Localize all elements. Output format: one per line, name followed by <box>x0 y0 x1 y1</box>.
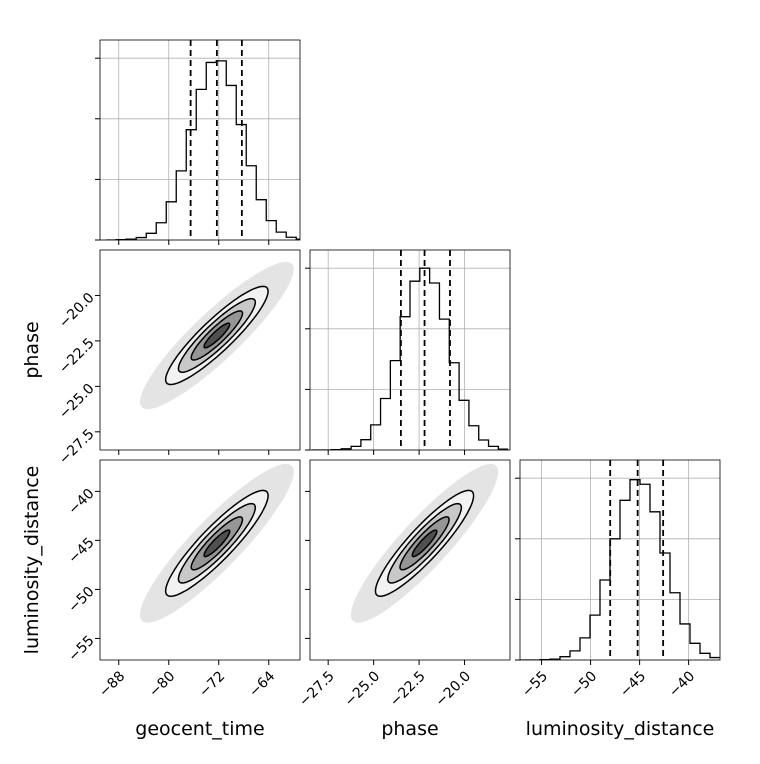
panel-frame <box>310 250 510 450</box>
hist-step <box>106 61 306 240</box>
y-tick-label: −20.0 <box>56 290 98 332</box>
y-tick-label: −40 <box>65 486 97 518</box>
hist-bar <box>146 233 156 240</box>
histogram <box>312 250 508 450</box>
hist-bar <box>390 361 400 450</box>
hist-step <box>312 268 508 450</box>
hist-bar <box>156 223 166 240</box>
x-tick-label: −20.0 <box>433 668 475 710</box>
x-tick-label: −64 <box>246 668 278 700</box>
hist-bar <box>361 440 371 450</box>
x-axis-label: geocent_time <box>135 718 264 740</box>
y-tick-label: −45 <box>65 535 97 567</box>
x-tick-label: −45 <box>617 668 649 700</box>
x-axis-label: phase <box>381 718 438 740</box>
y-axis-label: phase <box>21 321 43 378</box>
panel: −27.5−25.0−22.5−20.0 <box>56 250 300 468</box>
hist-bar <box>700 653 710 660</box>
hist-bar <box>266 221 276 240</box>
density <box>140 464 294 623</box>
y-tick-label: −22.5 <box>56 335 98 377</box>
hist-bar <box>670 593 680 660</box>
x-tick-label: −88 <box>96 668 128 700</box>
histogram <box>520 460 720 660</box>
y-tick-label: −55 <box>65 633 97 665</box>
hist-bar <box>371 425 381 450</box>
y-tick-label: −25.0 <box>56 381 98 423</box>
hist-step <box>520 480 720 660</box>
hist-bar <box>246 166 256 240</box>
panel: −88 −80 −72 −64 −55 −50 −45 −40 <box>65 460 300 701</box>
y-axis-label: luminosity_distance <box>21 466 43 655</box>
panel: −55 −50 −45 −40 <box>515 460 720 701</box>
hist-bar <box>469 426 479 450</box>
hist-bar <box>620 500 630 660</box>
panel <box>305 250 510 455</box>
hist-bar <box>439 319 449 450</box>
density <box>351 464 498 623</box>
x-tick-label: −22.5 <box>387 668 429 710</box>
hist-bar <box>650 512 660 660</box>
panel: −27.5−25.0−22.5−20.0 <box>296 460 510 710</box>
hist-bar <box>430 283 440 450</box>
x-tick-label: −55 <box>519 668 551 700</box>
y-tick-label: −50 <box>65 584 97 616</box>
hist-bar <box>590 615 600 660</box>
hist-bar <box>206 62 216 240</box>
hist-bar <box>580 638 590 660</box>
hist-bar <box>381 398 391 450</box>
x-axis-label: luminosity_distance <box>526 718 715 740</box>
hist-bar <box>226 85 236 240</box>
hist-bar <box>479 440 489 450</box>
hist-bar <box>600 580 610 660</box>
histogram <box>106 40 306 240</box>
hist-bar <box>640 484 650 660</box>
x-tick-label: −50 <box>568 668 600 700</box>
hist-bar <box>196 89 206 240</box>
x-tick-label: −27.5 <box>296 668 338 710</box>
hist-bar <box>410 281 420 450</box>
x-tick-label: −25.0 <box>342 668 384 710</box>
hist-bar <box>690 643 700 660</box>
density <box>140 262 294 409</box>
x-tick-label: −72 <box>196 668 228 700</box>
hist-bar <box>176 171 186 240</box>
hist-bar <box>276 232 286 240</box>
panel <box>95 40 306 245</box>
hist-bar <box>570 651 580 660</box>
y-tick-label: −27.5 <box>56 426 98 468</box>
panel-frame <box>100 40 300 240</box>
x-tick-label: −80 <box>146 668 178 700</box>
hist-bar <box>660 553 670 660</box>
hist-bar <box>256 200 266 240</box>
hist-bar <box>166 202 176 240</box>
x-tick-label: −40 <box>666 668 698 700</box>
hist-bar <box>459 400 469 450</box>
